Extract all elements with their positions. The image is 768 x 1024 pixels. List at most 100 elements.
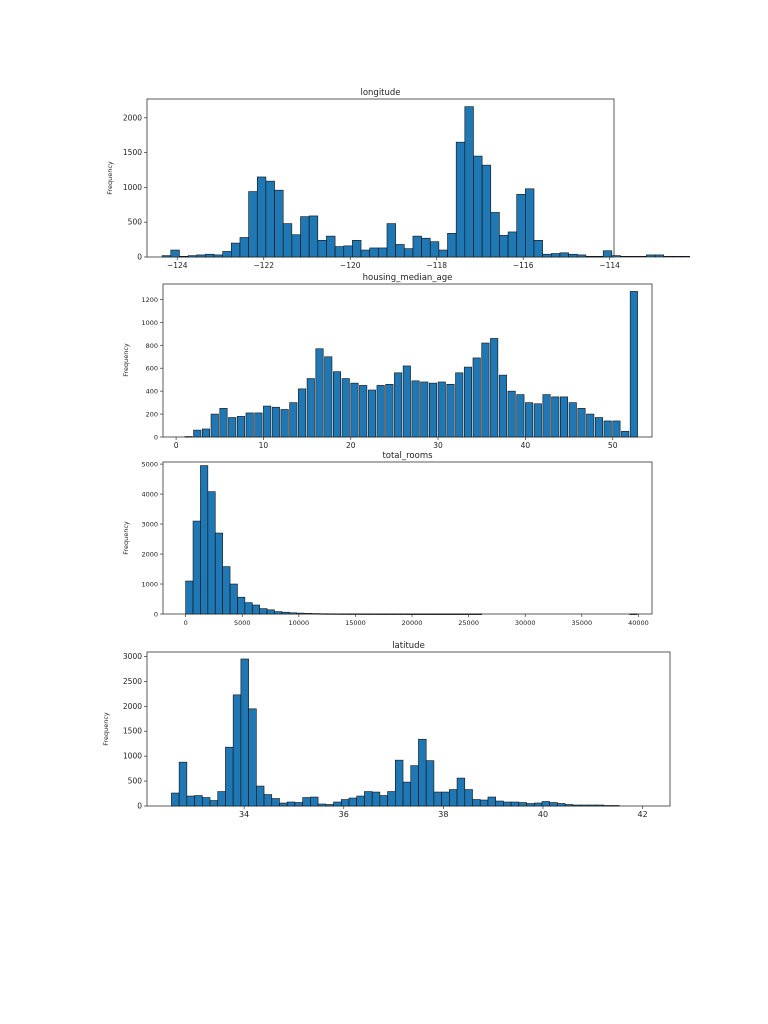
histogram-bar — [303, 613, 312, 615]
histogram-bar — [256, 176, 267, 258]
histogram-bar — [296, 612, 305, 615]
y-tick-label: 0 — [154, 434, 158, 442]
histogram-bar — [392, 613, 401, 615]
histogram-bar — [525, 188, 535, 258]
histogram-bar — [595, 804, 605, 807]
x-tick-label: 38 — [438, 810, 448, 819]
histogram-bar — [451, 613, 460, 615]
histogram-bar — [370, 613, 379, 615]
histogram-bar — [340, 613, 349, 615]
histogram-bar — [507, 390, 516, 438]
histogram-bar — [456, 777, 466, 807]
histogram-bar — [355, 613, 364, 615]
y-tick-label: 4000 — [141, 491, 158, 499]
histogram-bar — [557, 803, 566, 807]
histogram-bar — [192, 520, 201, 615]
histogram-bar — [455, 141, 466, 258]
histogram-bar — [179, 255, 189, 258]
histogram-bar — [369, 247, 379, 258]
histogram-bar — [294, 802, 303, 807]
histogram-bar — [263, 794, 273, 807]
histogram-bar — [256, 785, 265, 807]
histogram-bar — [394, 372, 403, 438]
y-tick-label: 3000 — [141, 521, 158, 529]
histogram-bar — [464, 789, 473, 807]
histogram-bar — [240, 658, 249, 807]
histogram-bar — [602, 250, 613, 258]
histogram-bar — [282, 223, 293, 258]
histogram-bar — [266, 609, 275, 615]
histogram-bar — [420, 381, 429, 438]
chart-longitude: longitude Frequency 0 500 1000 1500 2000 −124 −1… — [106, 88, 690, 270]
x-tick-label: 30000 — [515, 619, 536, 627]
histogram-bar — [248, 191, 258, 258]
y-tick-label: 1000 — [141, 581, 158, 589]
histogram-bar — [481, 342, 490, 438]
x-tick-label: 42 — [638, 810, 648, 819]
plot-area — [146, 98, 615, 258]
histogram-bar — [222, 566, 231, 615]
histogram-bar — [568, 253, 578, 258]
histogram-bar — [503, 801, 512, 807]
histogram-bar — [481, 164, 492, 258]
histogram-bar — [378, 247, 388, 258]
histogram-bar — [274, 189, 284, 258]
y-tick-label: 0 — [137, 802, 142, 811]
histogram-bar — [525, 402, 534, 438]
histogram-bar — [377, 613, 386, 615]
histogram-bar — [560, 396, 569, 438]
histogram-bar — [201, 428, 211, 438]
histogram-bar — [333, 801, 342, 807]
x-tick-label: 0 — [174, 441, 179, 450]
x-tick-label: −122 — [253, 261, 274, 270]
histogram-bar — [193, 429, 202, 438]
histogram-bar — [237, 596, 246, 615]
histogram-bar — [343, 245, 353, 258]
x-tick-label: 35000 — [571, 619, 592, 627]
histogram-bar — [550, 253, 561, 258]
x-tick-label: 0 — [184, 619, 188, 627]
histogram-bar — [274, 611, 283, 615]
histogram-bar — [306, 378, 315, 438]
histogram-bar — [311, 613, 320, 615]
histogram-bar — [348, 613, 357, 615]
histogram-bar — [302, 797, 311, 807]
histogram-bar — [603, 420, 612, 438]
chart-latitude: latitude Frequency 0 500 1000 1500 2000 2500 300… — [102, 641, 671, 819]
histogram-bar — [341, 378, 350, 438]
x-tick-label: −114 — [599, 261, 620, 270]
y-tick-label: 1000 — [141, 319, 158, 327]
y-tick-label: 1000 — [123, 183, 142, 192]
histogram-bar — [594, 417, 603, 438]
histogram-bar — [170, 249, 180, 258]
histogram-bar — [498, 374, 507, 438]
chart-title: housing_median_age — [363, 273, 453, 283]
histogram-bar — [559, 252, 569, 258]
histogram-bar — [210, 413, 219, 438]
y-tick-label: 1500 — [123, 148, 142, 157]
histogram-bar — [510, 801, 520, 807]
y-tick-label: 2000 — [141, 551, 158, 559]
histogram-bar — [185, 580, 194, 615]
x-tick-label: 30 — [433, 441, 443, 450]
histogram-bar — [577, 408, 586, 438]
histogram-bar — [490, 338, 499, 438]
histogram-bar — [280, 409, 289, 438]
histogram-bar — [348, 797, 358, 807]
histogram-bar — [499, 235, 509, 258]
y-axis-label: Frequency — [102, 712, 110, 746]
histogram-bar — [200, 465, 209, 615]
histogram-bar — [407, 613, 416, 615]
histogram-bar — [663, 255, 673, 258]
y-axis-label: Frequency — [122, 521, 130, 555]
histogram-bar — [437, 381, 446, 438]
histogram-bar — [422, 613, 431, 615]
histogram-bar — [286, 801, 296, 807]
histogram-bar — [325, 804, 334, 807]
histogram-bar — [402, 365, 411, 438]
histogram-bar — [466, 613, 475, 615]
histogram-bar — [611, 805, 620, 807]
histogram-bar — [611, 255, 621, 258]
histogram-bar — [646, 254, 656, 258]
